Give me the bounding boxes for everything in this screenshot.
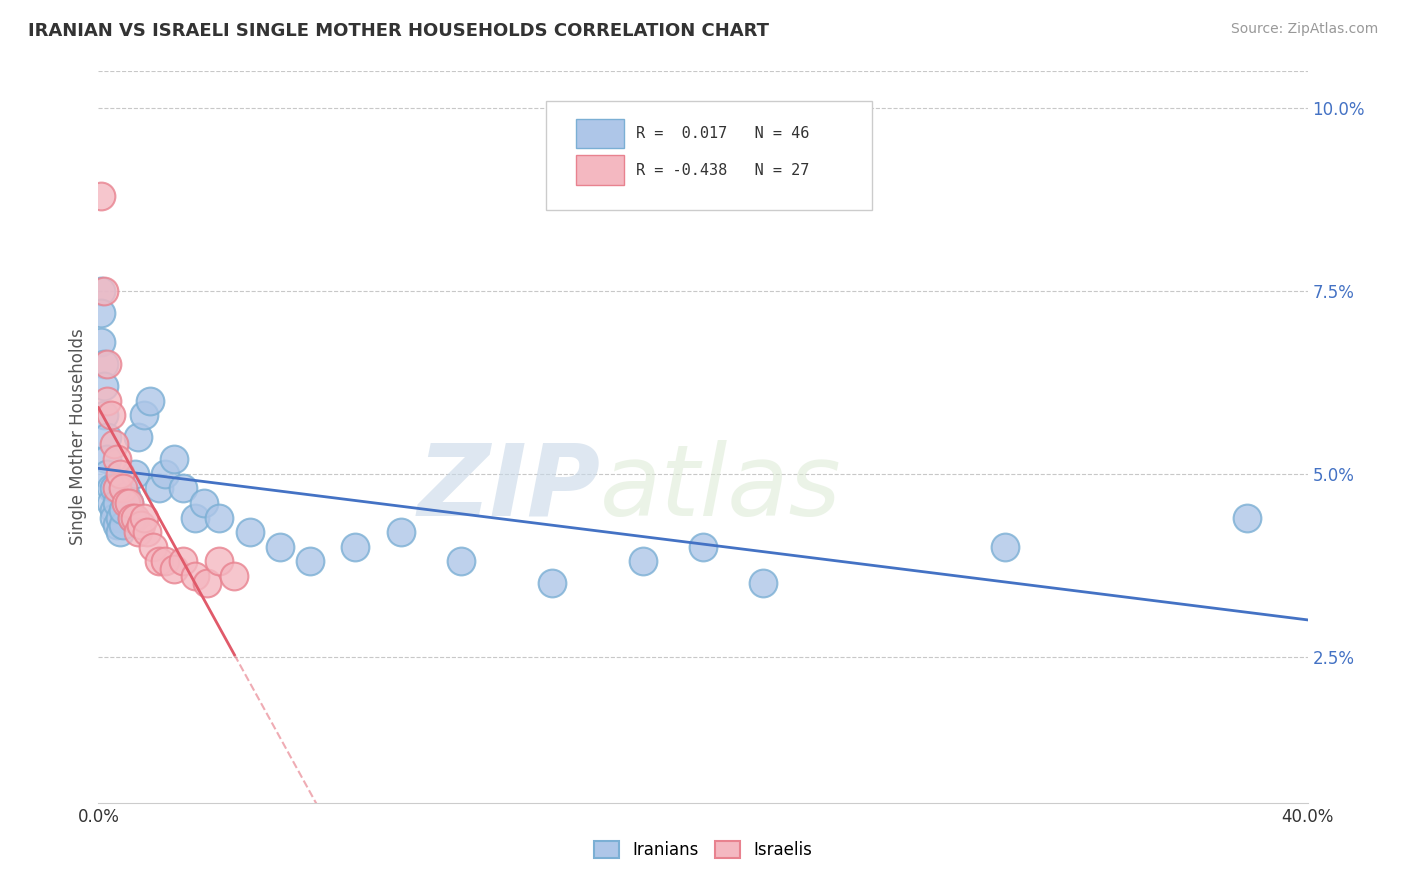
Point — [105, 481, 128, 495]
Point — [114, 496, 136, 510]
Point — [148, 481, 170, 495]
Point — [127, 430, 149, 444]
Legend: Iranians, Israelis: Iranians, Israelis — [585, 833, 821, 868]
Point — [1236, 510, 1258, 524]
Point — [184, 569, 207, 583]
Point — [100, 496, 122, 510]
Y-axis label: Single Mother Households: Single Mother Households — [69, 329, 87, 545]
Point — [96, 452, 118, 467]
Point — [184, 510, 207, 524]
Point — [163, 562, 186, 576]
Point — [208, 510, 231, 524]
Point — [96, 357, 118, 371]
Point — [96, 393, 118, 408]
Point — [108, 510, 131, 524]
Point — [163, 452, 186, 467]
Point — [111, 517, 134, 532]
Point — [344, 540, 367, 554]
Point — [631, 554, 654, 568]
Point — [540, 576, 562, 591]
Text: R = -0.438   N = 27: R = -0.438 N = 27 — [637, 162, 810, 178]
Point — [90, 188, 112, 202]
FancyBboxPatch shape — [546, 101, 872, 211]
Point — [93, 408, 115, 422]
Text: R =  0.017   N = 46: R = 0.017 N = 46 — [637, 126, 810, 141]
Point — [135, 525, 157, 540]
Point — [118, 496, 141, 510]
Point — [118, 496, 141, 510]
Point — [132, 510, 155, 524]
Text: IRANIAN VS ISRAELI SINGLE MOTHER HOUSEHOLDS CORRELATION CHART: IRANIAN VS ISRAELI SINGLE MOTHER HOUSEHO… — [28, 22, 769, 40]
Point — [195, 576, 218, 591]
Point — [752, 576, 775, 591]
Point — [450, 554, 472, 568]
Point — [105, 517, 128, 532]
Point — [111, 503, 134, 517]
Point — [994, 540, 1017, 554]
Point — [148, 554, 170, 568]
Point — [96, 430, 118, 444]
Point — [193, 496, 215, 510]
Point — [93, 357, 115, 371]
Point — [114, 489, 136, 503]
Point — [224, 569, 246, 583]
Bar — [576, 155, 624, 185]
Point — [100, 408, 122, 422]
Point — [239, 525, 262, 540]
Point — [100, 481, 122, 495]
Point — [90, 306, 112, 320]
Point — [389, 525, 412, 540]
Point — [208, 554, 231, 568]
Point — [90, 284, 112, 298]
Point — [124, 467, 146, 481]
Point — [121, 510, 143, 524]
Point — [105, 496, 128, 510]
Point — [269, 540, 291, 554]
Point — [103, 510, 125, 524]
Point — [132, 408, 155, 422]
Text: atlas: atlas — [600, 440, 842, 537]
Point — [103, 503, 125, 517]
Point — [108, 525, 131, 540]
Point — [111, 481, 134, 495]
Point — [172, 554, 194, 568]
Point — [103, 437, 125, 451]
Point — [103, 481, 125, 495]
Point — [153, 554, 176, 568]
Point — [142, 540, 165, 554]
Point — [153, 467, 176, 481]
Point — [127, 525, 149, 540]
Text: Source: ZipAtlas.com: Source: ZipAtlas.com — [1230, 22, 1378, 37]
Point — [93, 284, 115, 298]
Point — [299, 554, 322, 568]
Point — [129, 517, 152, 532]
Point — [124, 510, 146, 524]
Point — [121, 510, 143, 524]
Point — [692, 540, 714, 554]
Point — [139, 393, 162, 408]
Text: ZIP: ZIP — [418, 440, 600, 537]
Point — [105, 452, 128, 467]
Point — [90, 334, 112, 349]
Point — [108, 467, 131, 481]
Bar — [576, 119, 624, 148]
Point — [172, 481, 194, 495]
Point — [93, 379, 115, 393]
Point — [96, 467, 118, 481]
